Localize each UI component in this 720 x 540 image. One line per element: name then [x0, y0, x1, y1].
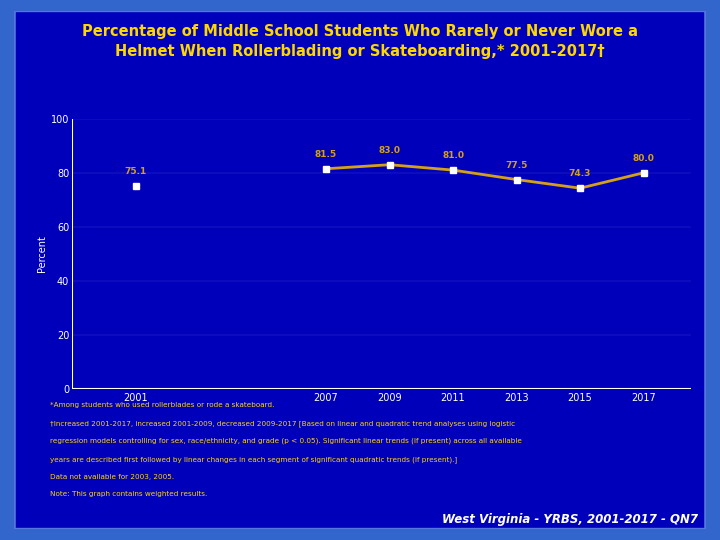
- Text: 74.3: 74.3: [569, 170, 591, 178]
- Text: 77.5: 77.5: [505, 161, 528, 170]
- Text: Percentage of Middle School Students Who Rarely or Never Wore a
Helmet When Roll: Percentage of Middle School Students Who…: [82, 24, 638, 59]
- Y-axis label: Percent: Percent: [37, 235, 47, 272]
- Text: regression models controlling for sex, race/ethnicity, and grade (p < 0.05). Sig: regression models controlling for sex, r…: [50, 438, 522, 444]
- Text: 83.0: 83.0: [379, 146, 400, 155]
- Text: 81.5: 81.5: [315, 150, 337, 159]
- Text: †Increased 2001-2017, increased 2001-2009, decreased 2009-2017 [Based on linear : †Increased 2001-2017, increased 2001-200…: [50, 420, 516, 427]
- Text: Data not available for 2003, 2005.: Data not available for 2003, 2005.: [50, 474, 174, 480]
- Text: 80.0: 80.0: [633, 154, 654, 163]
- FancyBboxPatch shape: [14, 11, 706, 529]
- Text: West Virginia - YRBS, 2001-2017 - QN7: West Virginia - YRBS, 2001-2017 - QN7: [442, 514, 698, 526]
- Text: Note: This graph contains weighted results.: Note: This graph contains weighted resul…: [50, 491, 207, 497]
- Text: 75.1: 75.1: [125, 167, 147, 176]
- Text: years are described first followed by linear changes in each segment of signific: years are described first followed by li…: [50, 456, 457, 462]
- Text: 81.0: 81.0: [442, 151, 464, 160]
- Text: *Among students who used rollerblades or rode a skateboard.: *Among students who used rollerblades or…: [50, 402, 275, 408]
